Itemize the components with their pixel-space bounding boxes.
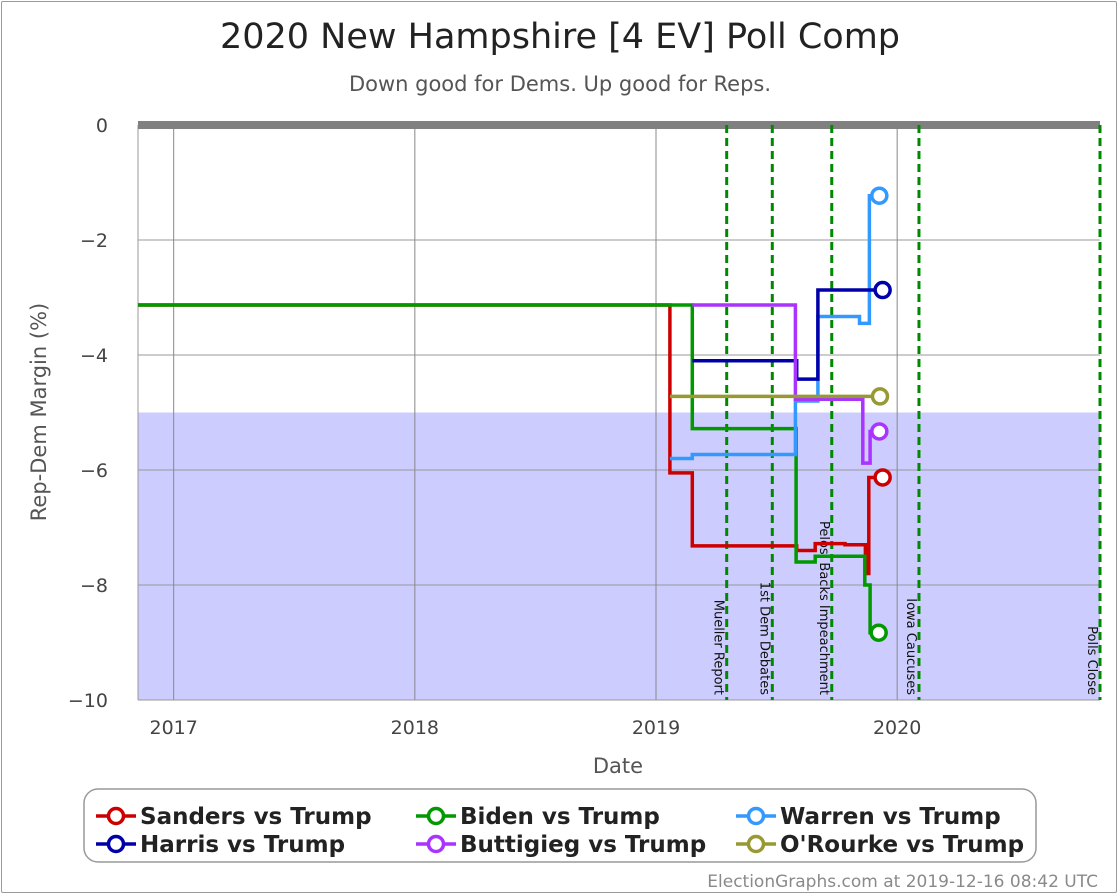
y-axis-label: Rep-Dem Margin (%): [27, 303, 51, 521]
chart-title: 2020 New Hampshire [4 EV] Poll Comp: [220, 17, 900, 57]
series-end-marker: [873, 280, 892, 300]
legend-swatch-marker: [106, 806, 126, 826]
x-tick-label: 2020: [873, 717, 921, 739]
legend-box: [83, 788, 1037, 863]
legend-label: Warren vs Trump: [780, 804, 1001, 830]
event-label: Mueller Report: [711, 600, 726, 695]
x-tick-label: 2019: [632, 717, 680, 739]
legend-swatch-marker: [426, 834, 446, 854]
series-line: [692, 303, 880, 465]
y-tick-label: −6: [80, 460, 108, 482]
series-line: [138, 303, 883, 576]
series-line: [138, 303, 879, 635]
legend-swatch-marker: [106, 834, 126, 854]
legend-swatch-marker: [746, 806, 766, 826]
x-tick-label: 2017: [149, 717, 197, 739]
legend: Sanders vs Trump Biden vs Trump Warren vs …: [96, 804, 1024, 858]
y-tick-label: −10: [68, 690, 108, 712]
plot-area: 0 −2 −4 −6 −8 −10 2017 2018 2019 2020 Mueller Repo…: [68, 115, 1102, 739]
y-tick-label: 0: [96, 115, 108, 137]
legend-label: Harris vs Trump: [140, 832, 345, 858]
legend-label: Biden vs Trump: [460, 804, 660, 830]
legend-label: Buttigieg vs Trump: [460, 832, 706, 858]
series-end-marker: [873, 468, 892, 487]
legend-swatch-marker: [426, 806, 446, 826]
legend-label: Sanders vs Trump: [140, 804, 372, 830]
y-tick-label: −4: [80, 345, 108, 367]
x-axis-label: Date: [593, 754, 643, 778]
series-end-marker: [870, 387, 890, 406]
y-tick-label: −2: [80, 230, 108, 252]
event-label: Iowa Caucuses: [903, 598, 918, 695]
y-tick-label: −8: [80, 575, 108, 597]
shaded-band: [138, 412, 1100, 700]
event-label: Polls Close: [1084, 626, 1099, 695]
legend-swatch-marker: [746, 834, 766, 854]
footer-credit: ElectionGraphs.com at 2019-12-16 08:42 U…: [707, 872, 1098, 892]
series-end-marker: [870, 186, 889, 205]
chart-subtitle: Down good for Dems. Up good for Reps.: [349, 72, 771, 96]
series-end-marker: [869, 623, 888, 642]
event-label: Pelosi Backs Impeachment: [816, 521, 831, 695]
x-tick-label: 2018: [391, 717, 439, 739]
series-end-marker: [870, 422, 889, 441]
event-label: 1st Dem Debates: [756, 582, 771, 695]
series-line: [692, 288, 883, 381]
legend-label: O'Rourke vs Trump: [780, 832, 1024, 858]
